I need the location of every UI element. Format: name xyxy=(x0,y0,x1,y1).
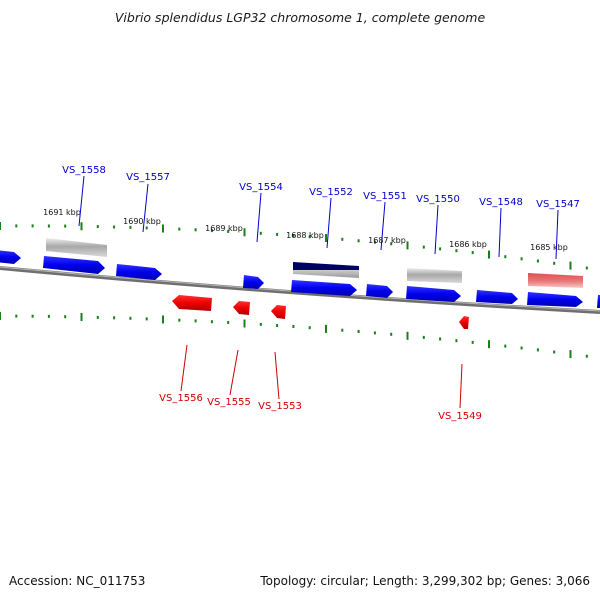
gene-label-reverse[interactable]: VS_1549 xyxy=(438,411,482,422)
scale-label: 1688 kbp xyxy=(286,231,324,240)
reverse-gene-labels: VS_1556 VS_1555 VS_1553 VS_1549 xyxy=(159,344,482,422)
scale-label: 1687 kbp xyxy=(368,236,406,245)
gene-label-reverse[interactable]: VS_1556 xyxy=(159,393,203,404)
scale-ticks-upper xyxy=(0,222,588,270)
genome-title: Vibrio splendidus LGP32 chromosome 1, co… xyxy=(114,10,486,25)
gene-label-forward[interactable]: VS_1558 xyxy=(62,165,106,176)
forward-features xyxy=(46,238,583,288)
scale-ticks-lower xyxy=(0,312,588,359)
forward-gene-labels: VS_1558 VS_1557 VS_1554 VS_1552 VS_1551 … xyxy=(62,165,580,260)
genome-backbone xyxy=(0,266,600,314)
scale-label: 1686 kbp xyxy=(449,240,487,249)
gene-label-forward[interactable]: VS_1552 xyxy=(309,187,353,198)
scale-label: 1685 kbp xyxy=(530,243,568,252)
feature-bar-navy[interactable] xyxy=(293,262,359,278)
feature-bar-grey[interactable] xyxy=(46,238,107,257)
gene-label-forward[interactable]: VS_1551 xyxy=(363,191,407,202)
gene-arrow-forward[interactable] xyxy=(406,286,461,302)
gene-arrow-forward[interactable] xyxy=(291,280,357,296)
gene-arrow-forward[interactable] xyxy=(366,284,393,298)
gene-label-forward[interactable]: VS_1550 xyxy=(416,194,460,205)
feature-bar-grey[interactable] xyxy=(407,268,462,283)
gene-label-reverse[interactable]: VS_1553 xyxy=(258,401,302,412)
reverse-genes xyxy=(172,295,469,329)
genome-summary-text: Topology: circular; Length: 3,299,302 bp… xyxy=(260,574,590,588)
gene-label-reverse[interactable]: VS_1555 xyxy=(207,397,251,408)
scale-label: 1690 kbp xyxy=(123,217,161,226)
scale-label: 1691 kbp xyxy=(43,208,81,217)
gene-label-forward[interactable]: VS_1554 xyxy=(239,182,283,193)
scale-label: 1689 kbp xyxy=(205,224,243,233)
gene-arrow-forward[interactable] xyxy=(243,275,264,289)
gene-arrow-forward[interactable] xyxy=(0,250,21,264)
gene-arrow-reverse[interactable] xyxy=(233,301,250,315)
feature-bar-pink[interactable] xyxy=(528,273,583,288)
gene-arrow-forward[interactable] xyxy=(597,295,600,308)
gene-arrow-reverse[interactable] xyxy=(271,305,286,319)
gene-label-forward[interactable]: VS_1557 xyxy=(126,172,170,183)
gene-arrow-forward[interactable] xyxy=(43,256,105,274)
gene-label-forward[interactable]: VS_1548 xyxy=(479,197,523,208)
forward-genes xyxy=(0,250,600,308)
gene-arrow-reverse[interactable] xyxy=(172,295,212,311)
gene-arrow-forward[interactable] xyxy=(116,264,162,280)
gene-label-forward[interactable]: VS_1547 xyxy=(536,199,580,210)
gene-arrow-forward[interactable] xyxy=(476,290,518,304)
scale-labels: 1691 kbp 1690 kbp 1689 kbp 1688 kbp 1687… xyxy=(43,208,568,252)
accession-text: Accession: NC_011753 xyxy=(9,574,146,588)
gene-arrow-reverse[interactable] xyxy=(459,316,469,329)
gene-arrow-forward[interactable] xyxy=(527,292,583,307)
